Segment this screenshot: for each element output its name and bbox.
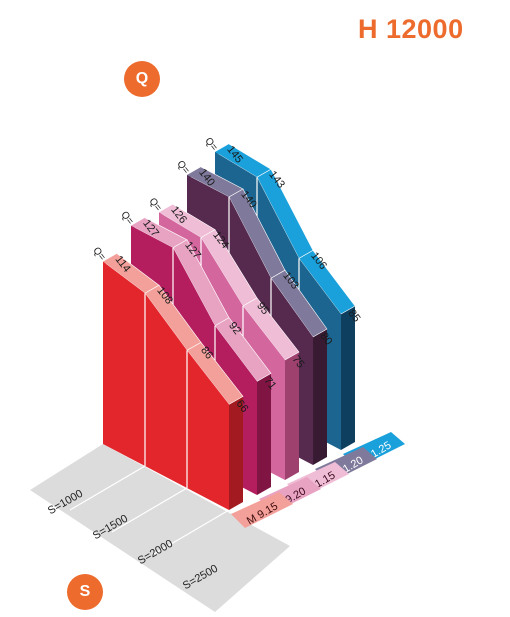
value-label: 71 — [262, 375, 279, 392]
floor-gridline — [153, 509, 230, 555]
q-axis-badge: Q — [124, 61, 160, 97]
ribbon-cap — [131, 217, 145, 230]
ribbon-cap — [187, 167, 201, 179]
ribbon-top — [270, 269, 328, 338]
value-label: 80 — [318, 330, 335, 347]
floor-gridline — [111, 487, 188, 533]
ribbon-cap — [159, 204, 173, 217]
value-label: 92 — [226, 320, 243, 337]
value-label: 86 — [198, 344, 215, 361]
series-tag-bg — [231, 492, 293, 528]
floor-surface — [30, 444, 290, 612]
floor-gridline — [69, 465, 146, 511]
ribbon-front — [103, 261, 229, 510]
ribbon-side — [313, 329, 327, 465]
value-label: 85 — [346, 307, 363, 324]
s-axis-badge: S — [67, 574, 103, 610]
ribbon-side — [257, 373, 271, 495]
value-label: 66 — [234, 398, 251, 415]
ribbon-cap — [103, 253, 117, 266]
ribbon-cap — [215, 144, 229, 156]
ribbon-side — [229, 396, 243, 510]
value-label: 95 — [254, 300, 271, 317]
ribbon-side — [341, 306, 355, 450]
ribbon-side — [285, 352, 299, 480]
value-label: 75 — [290, 353, 307, 370]
chart-title: H 12000 — [358, 14, 464, 44]
